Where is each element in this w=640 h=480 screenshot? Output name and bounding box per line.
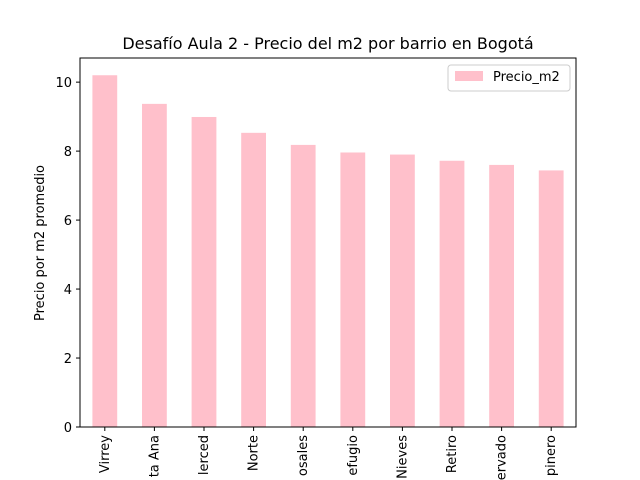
- x-tick-label: efugio: [346, 435, 361, 476]
- y-tick-label: 10: [55, 76, 72, 91]
- y-tick-label: 4: [64, 283, 72, 298]
- x-tick-label: ervado: [495, 435, 510, 480]
- legend-swatch: [455, 71, 483, 81]
- bar-6: [340, 152, 366, 428]
- y-tick-label: 0: [64, 421, 72, 436]
- legend: Precio_m2: [447, 64, 571, 92]
- x-tick-label: lerced: [197, 435, 212, 475]
- legend-label: Precio_m2: [493, 70, 560, 85]
- x-tick-label: osales: [296, 435, 311, 476]
- bars-layer: [92, 75, 564, 428]
- x-tick-label: Norte: [247, 435, 262, 471]
- plot-frame: [79, 57, 577, 428]
- y-axis-ticks: 0 2 4 6 8 10: [55, 76, 80, 436]
- chart-title: Desafío Aula 2 - Precio del m2 por barri…: [122, 34, 533, 53]
- y-tick-label: 8: [64, 145, 72, 160]
- x-tick-label: pinero: [544, 435, 559, 476]
- x-tick-label: ta Ana: [147, 435, 162, 477]
- bar-3: [191, 116, 217, 427]
- bar-2: [142, 103, 167, 428]
- x-tick-label: Virrey: [98, 435, 113, 473]
- bar-1: [92, 75, 118, 428]
- y-axis-label: Precio por m2 promedio: [33, 165, 48, 321]
- x-tick-label: Nieves: [395, 435, 410, 479]
- x-axis-ticks: Virrey ta Ana lerced Norte osales efugio Nieve…: [98, 427, 559, 480]
- bar-9: [489, 164, 514, 427]
- bar-5: [290, 144, 316, 427]
- x-tick-label: Retiro: [445, 435, 460, 473]
- bar-7: [390, 154, 415, 427]
- bar-10: [538, 170, 564, 428]
- y-tick-label: 2: [64, 352, 72, 367]
- y-tick-label: 6: [64, 214, 72, 229]
- bar-4: [241, 132, 266, 427]
- bar-8: [439, 160, 465, 427]
